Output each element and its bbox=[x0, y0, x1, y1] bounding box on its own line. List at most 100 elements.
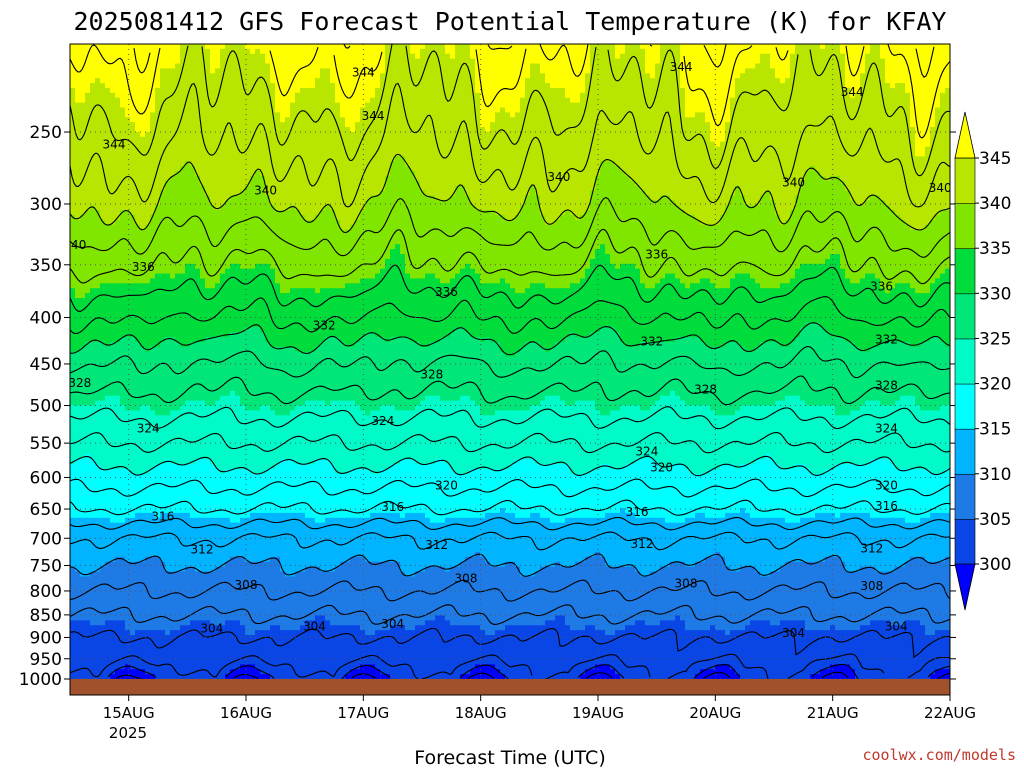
field-cell bbox=[645, 171, 651, 176]
field-cell bbox=[445, 78, 451, 83]
field-cell bbox=[620, 59, 626, 64]
field-cell bbox=[545, 98, 551, 103]
field-cell bbox=[590, 151, 596, 156]
field-cell bbox=[585, 112, 591, 117]
field-cell bbox=[450, 156, 456, 161]
field-cell bbox=[375, 73, 381, 78]
field-cell bbox=[380, 103, 386, 108]
field-cell bbox=[400, 171, 406, 176]
field-cell bbox=[740, 98, 746, 103]
field-cell bbox=[880, 54, 886, 59]
field-cell bbox=[910, 68, 916, 73]
field-cell bbox=[615, 54, 621, 59]
field-cell bbox=[415, 156, 421, 161]
field-cell bbox=[285, 122, 291, 127]
field-cell bbox=[920, 59, 926, 64]
field-cell bbox=[485, 54, 491, 59]
field-cell bbox=[540, 176, 546, 181]
field-cell bbox=[140, 44, 146, 49]
field-cell bbox=[280, 156, 286, 161]
field-cell bbox=[450, 176, 456, 181]
field-cell bbox=[505, 142, 511, 147]
field-cell bbox=[690, 93, 696, 98]
field-cell bbox=[940, 122, 946, 127]
field-cell bbox=[400, 137, 406, 142]
field-cell bbox=[635, 117, 641, 122]
field-cell bbox=[485, 83, 491, 88]
field-cell bbox=[160, 49, 166, 54]
field-cell bbox=[255, 64, 261, 69]
field-cell bbox=[265, 176, 271, 181]
field-cell bbox=[170, 73, 176, 78]
field-cell bbox=[425, 176, 431, 181]
field-cell bbox=[100, 44, 106, 49]
field-cell bbox=[160, 142, 166, 147]
field-cell bbox=[415, 98, 421, 103]
field-cell bbox=[500, 49, 506, 54]
field-cell bbox=[350, 59, 356, 64]
field-cell bbox=[575, 83, 581, 88]
field-cell bbox=[635, 166, 641, 171]
field-cell bbox=[145, 161, 151, 166]
field-cell bbox=[920, 88, 926, 93]
field-cell bbox=[315, 151, 321, 156]
field-cell bbox=[905, 78, 911, 83]
field-cell bbox=[190, 112, 196, 117]
field-cell bbox=[520, 98, 526, 103]
field-cell bbox=[80, 44, 86, 49]
field-cell bbox=[525, 78, 531, 83]
field-cell bbox=[275, 54, 281, 59]
field-cell bbox=[140, 171, 146, 176]
field-cell bbox=[885, 142, 891, 147]
field-cell bbox=[110, 108, 116, 113]
field-cell bbox=[145, 137, 151, 142]
field-cell bbox=[520, 93, 526, 98]
field-cell bbox=[600, 108, 606, 113]
field-cell bbox=[390, 112, 396, 117]
field-cell bbox=[575, 112, 581, 117]
field-cell bbox=[815, 137, 821, 142]
field-cell bbox=[335, 147, 341, 152]
field-cell bbox=[440, 54, 446, 59]
field-cell bbox=[400, 176, 406, 181]
field-cell bbox=[845, 137, 851, 142]
field-cell bbox=[555, 64, 561, 69]
field-cell bbox=[385, 147, 391, 152]
field-cell bbox=[105, 49, 111, 54]
field-cell bbox=[580, 103, 586, 108]
field-cell bbox=[805, 88, 811, 93]
field-cell bbox=[210, 166, 216, 171]
field-cell bbox=[370, 132, 376, 137]
field-cell bbox=[830, 176, 836, 181]
field-cell bbox=[700, 108, 706, 113]
field-cell bbox=[745, 64, 751, 69]
field-cell bbox=[755, 59, 761, 64]
field-cell bbox=[715, 88, 721, 93]
field-cell bbox=[815, 117, 821, 122]
field-cell bbox=[600, 73, 606, 78]
field-cell bbox=[375, 171, 381, 176]
field-cell bbox=[105, 68, 111, 73]
field-cell bbox=[415, 88, 421, 93]
field-cell bbox=[565, 117, 571, 122]
field-cell bbox=[455, 108, 461, 113]
field-cell bbox=[535, 147, 541, 152]
field-cell bbox=[355, 98, 361, 103]
field-cell bbox=[855, 161, 861, 166]
field-cell bbox=[575, 147, 581, 152]
field-cell bbox=[690, 117, 696, 122]
field-cell bbox=[240, 132, 246, 137]
field-cell bbox=[685, 156, 691, 161]
field-cell bbox=[250, 122, 256, 127]
field-cell bbox=[630, 68, 636, 73]
field-cell bbox=[250, 64, 256, 69]
field-cell bbox=[560, 122, 566, 127]
field-cell bbox=[130, 166, 136, 171]
field-cell bbox=[745, 108, 751, 113]
field-cell bbox=[320, 68, 326, 73]
field-cell bbox=[130, 78, 136, 83]
field-cell bbox=[320, 54, 326, 59]
field-cell bbox=[75, 108, 81, 113]
field-cell bbox=[930, 122, 936, 127]
field-cell bbox=[730, 171, 736, 176]
